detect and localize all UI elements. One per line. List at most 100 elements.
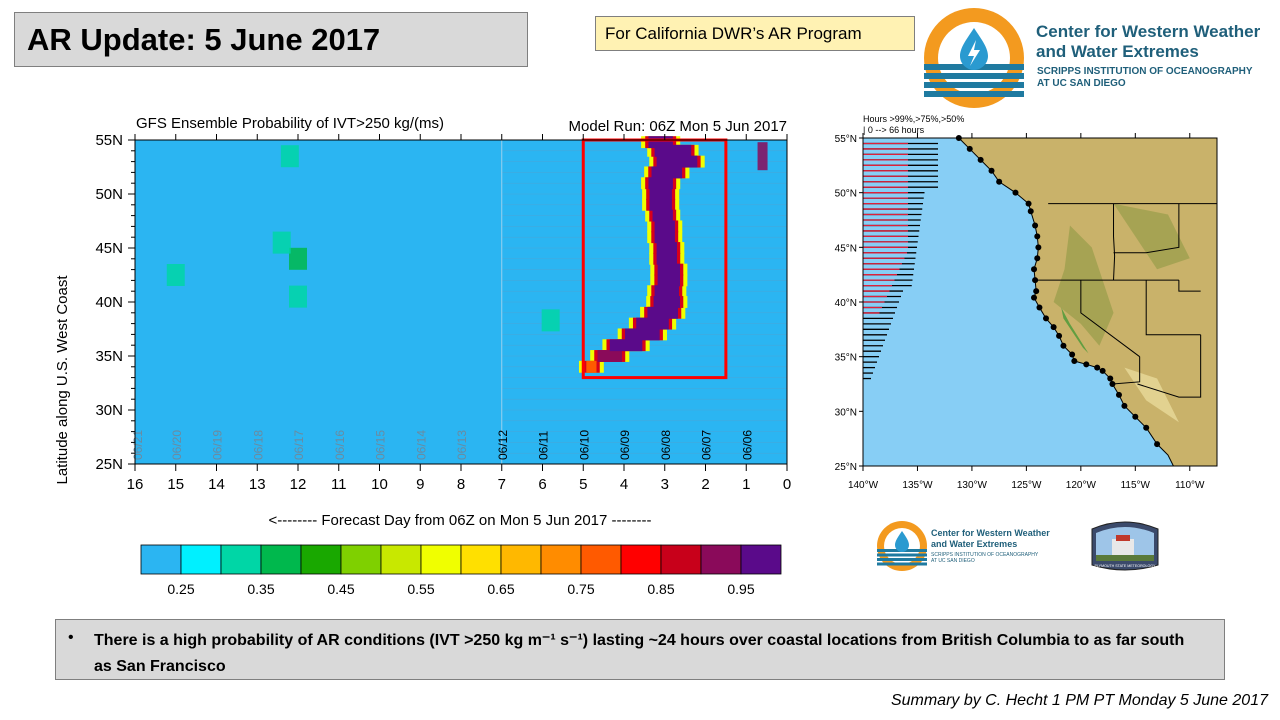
chart-title: GFS Ensemble Probability of IVT>250 kg/(… <box>136 115 444 132</box>
x-tick-label: 7 <box>498 476 506 493</box>
date-label: 06/08 <box>659 430 673 460</box>
x-tick-label: 0 <box>783 476 791 493</box>
mountain-shading <box>1048 203 1114 346</box>
coastal-point <box>1107 375 1114 382</box>
date-label: 06/09 <box>618 430 632 460</box>
ar-band-core <box>609 339 643 352</box>
state-border <box>1137 334 1202 398</box>
coastal-point <box>1050 324 1057 331</box>
x-tick-label: 6 <box>538 476 546 493</box>
coastal-point <box>1060 342 1067 349</box>
state-border <box>1113 203 1180 254</box>
x-tick-label: 2 <box>701 476 709 493</box>
map-y-label: 30°N <box>835 407 857 418</box>
date-label: 06/16 <box>333 430 347 460</box>
coastal-point <box>996 178 1003 185</box>
x-tick-label: 12 <box>290 476 307 493</box>
y-tick-label: 50N <box>95 186 123 203</box>
map-y-label: 40°N <box>835 298 857 309</box>
coastal-point <box>1132 413 1139 420</box>
ar-band-core <box>652 209 673 222</box>
x-tick-label: 13 <box>249 476 266 493</box>
x-tick-label: 1 <box>742 476 750 493</box>
x-tick-label: 10 <box>371 476 388 493</box>
coastal-point <box>1154 441 1161 448</box>
mountain-shading <box>1113 203 1190 270</box>
colorbar-label: 0.35 <box>247 581 274 597</box>
x-tick-label: 3 <box>661 476 669 493</box>
map-y-label: 55°N <box>835 134 857 145</box>
ar-band-core <box>586 360 597 373</box>
probability-patch <box>166 264 185 286</box>
map-x-label: 135°W <box>902 480 933 491</box>
probability-patch <box>272 231 291 254</box>
colorbar-swatch <box>620 544 662 575</box>
date-label: 06/07 <box>700 430 714 460</box>
map-x-label: 120°W <box>1066 480 1097 491</box>
map-area: 140°W 135°W 130°W 125°W 120°W 115°W 110°W 25°N 3… <box>835 133 1218 491</box>
coastal-point <box>1099 367 1106 374</box>
coastal-point <box>1034 233 1041 240</box>
ar-band-core <box>647 306 678 319</box>
colorbar-label: 0.55 <box>407 581 434 597</box>
coastal-point <box>1042 315 1049 322</box>
date-label: 06/19 <box>211 430 225 460</box>
date-label: 06/21 <box>131 430 145 460</box>
colorbar-swatch <box>660 544 702 575</box>
ar-band-core <box>656 155 698 168</box>
coastal-point <box>1069 351 1076 358</box>
y-tick-label: 25N <box>95 456 123 473</box>
coastal-point <box>1032 277 1039 284</box>
page-title: AR Update: 5 June 2017 <box>27 22 381 57</box>
colorbar-swatch <box>300 544 342 575</box>
coastal-point <box>966 145 973 152</box>
colorbar-swatch <box>500 544 542 575</box>
map-x-label: 115°W <box>1121 480 1151 491</box>
small-logo-subtitle: SCRIPPS INSTITUTION OF OCEANOGRAPHY AT U… <box>931 552 1039 564</box>
coastal-point <box>1025 200 1032 207</box>
y-axis-label: Latitude along U.S. West Coast <box>54 275 71 485</box>
ar-band-core <box>654 144 692 157</box>
ar-band-core <box>657 274 681 287</box>
state-border <box>1080 280 1140 358</box>
date-label: 06/12 <box>496 430 510 460</box>
org-subtitle: SCRIPPS INSTITUTION OF OCEANOGRAPHY AT U… <box>1037 66 1253 89</box>
map-y-label: 35°N <box>835 353 857 364</box>
date-label: 06/14 <box>414 430 428 460</box>
y-tick-label: 35N <box>95 348 123 365</box>
coastal-point <box>1036 304 1043 311</box>
x-tick-label: 8 <box>457 476 465 493</box>
colorbar-swatch <box>140 544 182 575</box>
date-label: 06/18 <box>251 430 265 460</box>
plymouth-label: PLYMOUTH STATE METEOROLOGY <box>1095 564 1157 568</box>
ar-band-core <box>656 242 677 254</box>
coastal-point <box>1034 255 1041 262</box>
probability-patch <box>541 309 560 332</box>
ar-band-core <box>648 177 673 190</box>
colorbar-swatch <box>220 544 262 575</box>
ar-band-core <box>654 231 675 244</box>
colorbar-label: 0.25 <box>167 581 194 597</box>
coastal-point <box>1071 358 1078 365</box>
coastal-point <box>1094 364 1101 371</box>
colorbar: 0.25 0.35 0.45 0.55 0.65 0.75 0.85 0.95 <box>140 544 782 597</box>
chart-subtitle: Model Run: 06Z Mon 5 Jun 2017 <box>569 118 787 135</box>
x-tick-label: 15 <box>167 476 184 493</box>
map-title: Hours >99%,>75%,>50% <box>863 114 964 124</box>
probability-patch <box>280 145 299 168</box>
summary-text: There is a high probability of AR condit… <box>94 632 1185 675</box>
x-tick-label: 5 <box>579 476 587 493</box>
probability-patch <box>289 247 307 270</box>
coastal-point <box>1033 288 1040 295</box>
plymouth-state-logo-icon: PLYMOUTH STATE METEOROLOGY <box>1091 521 1159 571</box>
coastal-point <box>1012 189 1019 196</box>
cw3e-small-logo-icon <box>877 521 927 571</box>
colorbar-label: 0.45 <box>327 581 354 597</box>
map-y-label: 50°N <box>835 189 857 200</box>
ar-band-core <box>654 285 680 298</box>
colorbar-swatch <box>420 544 462 575</box>
coastal-point <box>1143 424 1150 431</box>
colorbar-swatch <box>340 544 382 575</box>
colorbar-swatch <box>380 544 422 575</box>
colorbar-label: 0.75 <box>567 581 594 597</box>
